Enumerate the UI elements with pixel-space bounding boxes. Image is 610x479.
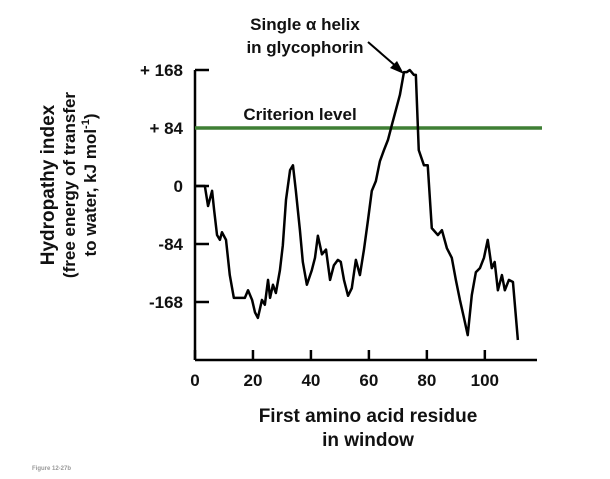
arrow — [367, 41, 399, 69]
y-tick-label: -84 — [158, 235, 183, 254]
x-tick-label: 80 — [417, 371, 436, 390]
x-tick-label: 60 — [359, 371, 378, 390]
x-tick-label: 0 — [190, 371, 199, 390]
data-line — [195, 68, 520, 341]
x-tick-label: 20 — [244, 371, 263, 390]
y-label: Hydropathy index — [38, 104, 59, 265]
y-tick-label: 0 — [174, 177, 183, 196]
y-tick-label: -168 — [149, 293, 183, 312]
y-tick-label: + 84 — [149, 119, 183, 138]
y-label: ) — [81, 114, 100, 120]
x-tick-label: 100 — [471, 371, 499, 390]
x-tick-label: 40 — [301, 371, 320, 390]
y-label-sup: -1 — [80, 119, 92, 129]
y-tick-label: + 168 — [140, 61, 183, 80]
y-label: to water, kJ mol-1) — [80, 114, 100, 257]
x-label: in window — [322, 430, 414, 451]
y-label: to water, kJ mol — [81, 129, 100, 257]
y-axis-label: Hydropathy index (free energy of transfe… — [38, 92, 100, 278]
annotation: Single α helix — [250, 15, 360, 34]
arrow-head — [390, 61, 404, 74]
x-label: First amino acid residue — [259, 406, 478, 427]
criterion-label: Criterion level — [243, 105, 356, 124]
annotation: in glycophorin — [246, 38, 363, 57]
figure-label: Figure 12-27b — [32, 466, 71, 472]
y-label: (free energy of transfer — [60, 92, 79, 278]
